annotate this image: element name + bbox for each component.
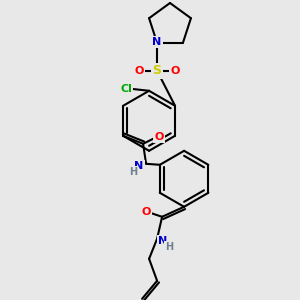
- Text: N: N: [134, 161, 144, 171]
- Text: N: N: [158, 236, 168, 246]
- Text: O: O: [170, 66, 180, 76]
- Text: N: N: [152, 37, 162, 47]
- Text: O: O: [134, 66, 144, 76]
- Text: H: H: [165, 242, 173, 252]
- Text: S: S: [153, 64, 162, 77]
- Text: O: O: [141, 207, 151, 217]
- Text: H: H: [129, 167, 137, 177]
- Text: Cl: Cl: [120, 84, 132, 94]
- Text: O: O: [154, 132, 164, 142]
